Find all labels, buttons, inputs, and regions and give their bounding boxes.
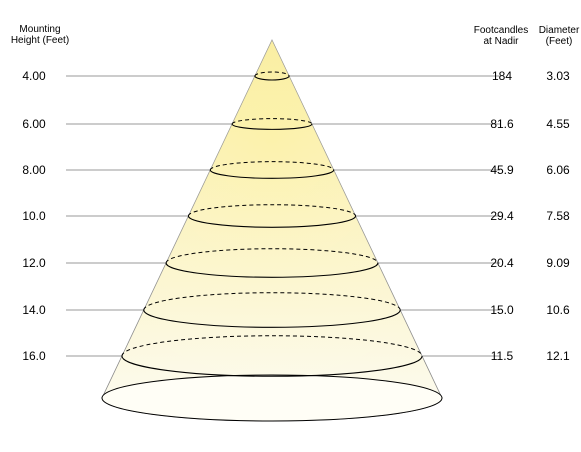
diameter-header-line1: Diameter: [538, 25, 580, 36]
footcandles-label: 81.6: [490, 117, 514, 131]
diameter-label: 9.09: [546, 256, 570, 270]
footcandles-header: Footcandles at Nadir: [466, 25, 536, 47]
light-cone: [101, 39, 443, 422]
mounting-height-label: 8.00: [22, 163, 46, 177]
diameter-label: 10.6: [546, 303, 570, 317]
mounting-height-label: 10.0: [22, 209, 46, 223]
beam-ellipse-front: [187, 215, 357, 228]
beam-ellipse-back: [254, 71, 290, 77]
mounting-header-line2: Height (Feet): [10, 35, 70, 46]
beam-ellipse-front: [231, 123, 313, 130]
footcandles-label: 45.9: [490, 163, 514, 177]
diameter-header: Diameter (Feet): [536, 25, 581, 47]
beam-ellipses: [101, 71, 443, 422]
cone-glow: [102, 40, 443, 421]
footcandles-label: 15.0: [490, 303, 514, 317]
mounting-height-label: 16.0: [22, 349, 46, 363]
mounting-height-label: 4.00: [22, 69, 46, 83]
beam-ellipse-front: [165, 262, 379, 278]
row-labels: 4.00 184 3.03 6.00 81.6 4.55 8.00 45.9 6.06 10.0 2…: [22, 69, 570, 363]
diameter-label: 7.58: [546, 209, 570, 223]
mounting-height-label: 12.0: [22, 256, 46, 270]
floor-ellipse: [101, 374, 443, 422]
beam-ellipse-back: [165, 248, 379, 264]
leader-lines: [66, 75, 500, 357]
mounting-header-line1: Mounting: [19, 24, 61, 35]
footcandles-label: 11.5: [491, 349, 514, 363]
mounting-height-header: Mounting Height (Feet): [4, 24, 76, 46]
beam-ellipse-front: [143, 309, 401, 328]
footcandles-label: 29.4: [490, 209, 514, 223]
footcandles-header-line2: at Nadir: [483, 36, 519, 47]
beam-ellipse-front: [254, 75, 290, 81]
beam-ellipse-back: [209, 161, 335, 171]
diameter-label: 12.1: [546, 349, 570, 363]
beam-ellipse-front: [209, 169, 335, 179]
footcandles-label: 184: [492, 69, 512, 83]
mounting-height-label: 14.0: [22, 303, 46, 317]
diameter-header-line2: (Feet): [545, 36, 573, 47]
diameter-label: 6.06: [546, 163, 570, 177]
beam-ellipse-front: [121, 355, 423, 377]
mounting-height-label: 6.00: [22, 117, 46, 131]
footcandles-header-line1: Footcandles: [473, 25, 529, 36]
footcandles-label: 20.4: [490, 256, 514, 270]
beam-ellipse-back: [187, 204, 357, 217]
diameter-label: 4.55: [546, 117, 570, 131]
beam-ellipse-back: [121, 335, 423, 357]
diameter-label: 3.03: [546, 69, 570, 83]
beam-ellipse-back: [143, 292, 401, 311]
